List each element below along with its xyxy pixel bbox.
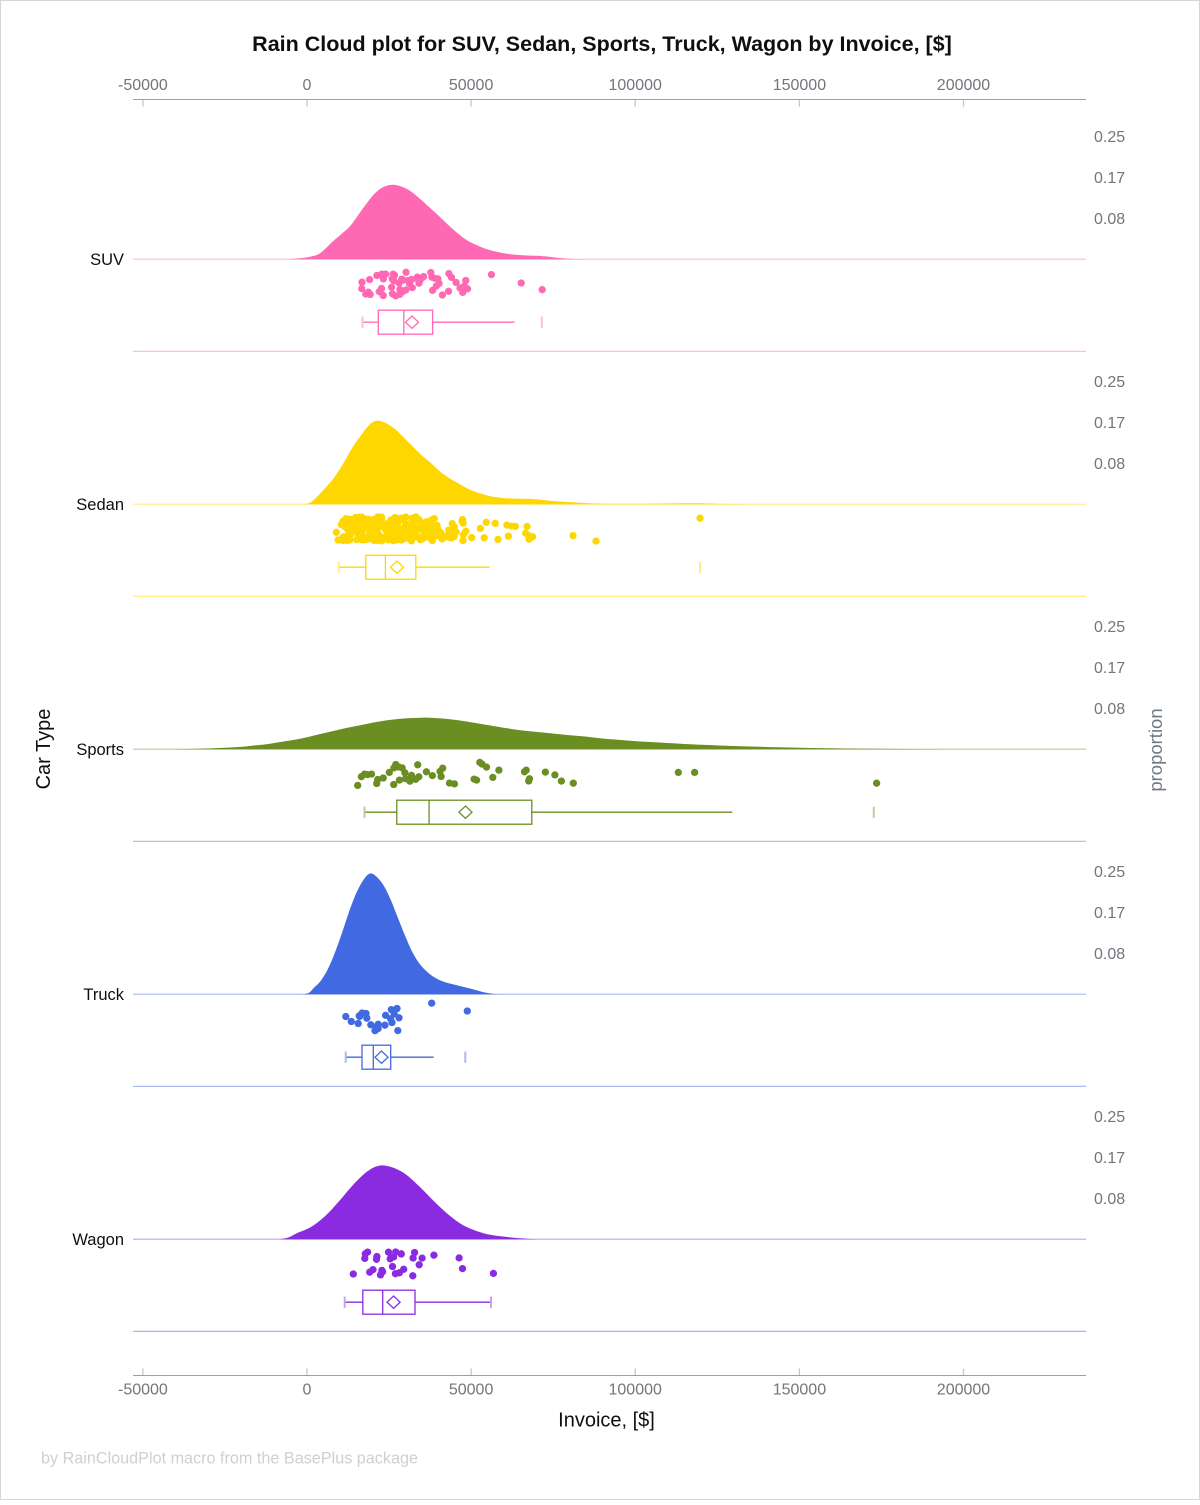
svg-text:0.17: 0.17: [1094, 1150, 1125, 1167]
svg-text:Rain Cloud plot for SUV, Sedan: Rain Cloud plot for SUV, Sedan, Sports, …: [252, 32, 952, 56]
svg-text:Sports: Sports: [76, 741, 124, 759]
svg-text:0.25: 0.25: [1094, 1109, 1125, 1126]
svg-text:0.17: 0.17: [1094, 660, 1125, 677]
svg-text:proportion: proportion: [1145, 708, 1166, 791]
svg-text:200000: 200000: [937, 1382, 990, 1399]
svg-text:0.25: 0.25: [1094, 864, 1125, 881]
svg-text:0: 0: [303, 77, 312, 94]
svg-text:Car Type: Car Type: [33, 709, 55, 790]
svg-text:0.17: 0.17: [1094, 415, 1125, 432]
svg-text:0.25: 0.25: [1094, 619, 1125, 636]
svg-text:0: 0: [303, 1382, 312, 1399]
svg-text:0.25: 0.25: [1094, 129, 1125, 146]
svg-text:0.08: 0.08: [1094, 701, 1125, 718]
svg-text:0.17: 0.17: [1094, 905, 1125, 922]
svg-text:Invoice, [$]: Invoice, [$]: [558, 1410, 655, 1432]
svg-text:-50000: -50000: [118, 1382, 168, 1399]
svg-text:0.08: 0.08: [1094, 456, 1125, 473]
svg-text:100000: 100000: [609, 77, 662, 94]
svg-text:Sedan: Sedan: [76, 496, 124, 514]
svg-text:Truck: Truck: [83, 986, 124, 1004]
svg-text:0.08: 0.08: [1094, 211, 1125, 228]
svg-text:100000: 100000: [609, 1382, 662, 1399]
svg-text:SUV: SUV: [90, 251, 124, 269]
svg-text:50000: 50000: [449, 1382, 494, 1399]
svg-text:0.08: 0.08: [1094, 1191, 1125, 1208]
svg-text:-50000: -50000: [118, 77, 168, 94]
svg-text:50000: 50000: [449, 77, 494, 94]
svg-text:150000: 150000: [773, 1382, 826, 1399]
svg-text:by RainCloudPlot macro from th: by RainCloudPlot macro from the BasePlus…: [41, 1450, 418, 1468]
svg-text:Wagon: Wagon: [72, 1231, 124, 1249]
svg-text:0.17: 0.17: [1094, 170, 1125, 187]
svg-text:0.08: 0.08: [1094, 946, 1125, 963]
svg-text:150000: 150000: [773, 77, 826, 94]
svg-text:200000: 200000: [937, 77, 990, 94]
svg-text:0.25: 0.25: [1094, 374, 1125, 391]
